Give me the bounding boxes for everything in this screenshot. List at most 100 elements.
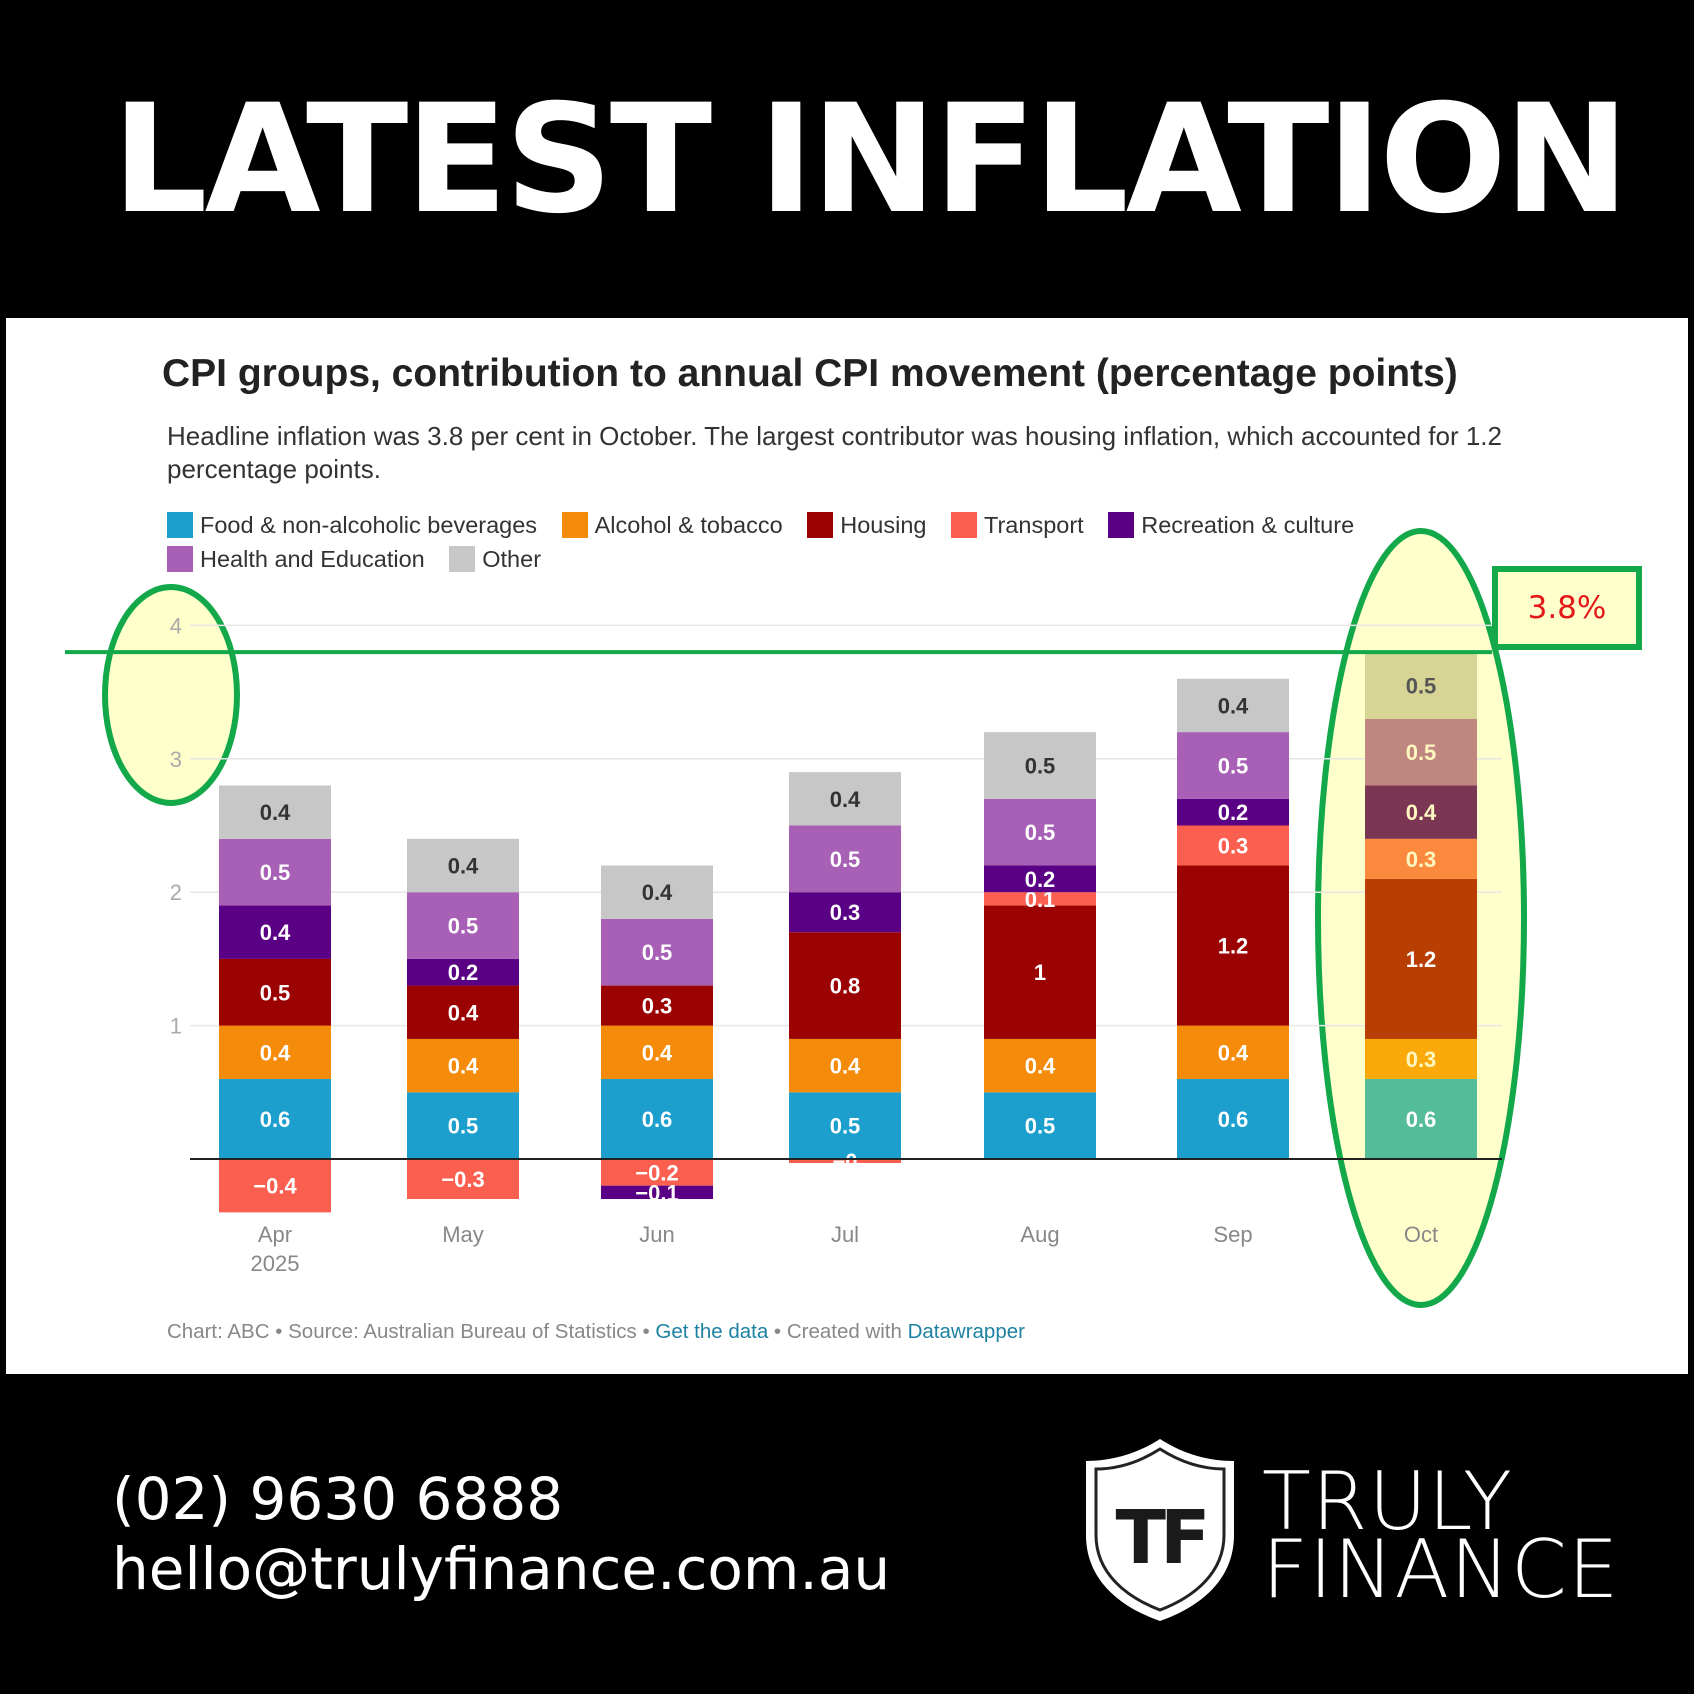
bar-value-label: 1.2 — [1406, 947, 1437, 972]
bar-segment — [219, 958, 331, 1026]
bar-segment — [984, 865, 1096, 893]
legend-item: Alcohol & tobacco — [561, 508, 783, 542]
bar-value-label: 0.3 — [1406, 847, 1437, 872]
logo-monogram: TF — [1115, 1495, 1204, 1581]
bar-segment — [984, 905, 1096, 1039]
truly-finance-shield-logo: TF — [1086, 1439, 1234, 1621]
bar-segment — [1365, 718, 1477, 786]
bar-value-label: 0.5 — [1025, 820, 1056, 845]
bar-value-label: 0.5 — [1218, 753, 1249, 778]
legend-label: Food & non-alcoholic beverages — [200, 512, 538, 538]
x-tick-label: 2025 — [251, 1251, 300, 1276]
bar-value-label: 0.4 — [1218, 1040, 1249, 1065]
bar-value-label: 0.2 — [1025, 867, 1056, 892]
legend-label: Transport — [984, 512, 1084, 538]
bar-value-label: 0.2 — [1218, 800, 1249, 825]
bar-value-label: 0.6 — [642, 1107, 673, 1132]
chart-credits: Chart: ABC • Source: Australian Bureau o… — [167, 1320, 1025, 1344]
bar-value-label: −0.4 — [253, 1174, 297, 1199]
bar-segment — [219, 838, 331, 906]
y-tick-label: 2 — [170, 880, 182, 905]
bar-segment — [789, 1092, 901, 1159]
bar-value-label: 1 — [1034, 960, 1046, 985]
bar-segment — [601, 865, 713, 919]
bar-segment — [601, 918, 713, 986]
credit-separator: • — [636, 1320, 656, 1343]
bar-segment — [601, 1185, 713, 1200]
bar-value-label: 0.4 — [1025, 1054, 1056, 1079]
legend-swatch — [561, 512, 588, 538]
credit-chart: Chart: ABC — [167, 1320, 270, 1343]
legend-item: Other — [449, 542, 541, 576]
bar-value-label: 0.5 — [448, 1114, 479, 1139]
bar-value-label: 0.4 — [830, 1054, 861, 1079]
x-tick-label: Jul — [831, 1222, 859, 1247]
bar-segment — [789, 772, 901, 826]
bar-segment — [407, 1159, 519, 1200]
bar-segment — [1365, 878, 1477, 1039]
legend-label: Alcohol & tobacco — [594, 512, 783, 538]
bar-segment — [984, 1092, 1096, 1159]
x-tick-label: May — [442, 1222, 484, 1247]
bar-value-label: 0.5 — [1025, 1114, 1056, 1139]
bar-value-label: 0.8 — [830, 974, 861, 999]
bar-segment — [789, 1038, 901, 1093]
bar-segment — [219, 1078, 331, 1159]
legend-label: Housing — [840, 512, 927, 538]
bar-value-label: −0.3 — [441, 1167, 484, 1192]
bar-value-label: 0.3 — [1218, 834, 1249, 859]
bar-value-label: −0.2 — [635, 1160, 678, 1185]
headline: LATEST INFLATION — [112, 73, 1629, 247]
legend-item: Food & non-alcoholic beverages — [167, 508, 537, 542]
contact-phone[interactable]: (02) 9630 6888 — [112, 1465, 564, 1533]
bar-segment — [1177, 732, 1289, 799]
headline-rate-callout: 3.8% — [1492, 566, 1642, 650]
bar-value-label: 0.2 — [448, 960, 479, 985]
credit-created: Created with — [786, 1320, 908, 1343]
bar-value-label: 0.4 — [830, 787, 861, 812]
bar-value-label: 0.4 — [448, 854, 479, 879]
bar-segment — [407, 838, 519, 893]
bar-segment — [1177, 798, 1289, 826]
bar-value-label: 0.4 — [642, 880, 673, 905]
datawrapper-link[interactable]: Datawrapper — [907, 1320, 1025, 1343]
legend-item: Housing — [807, 508, 926, 542]
chart-subtitle: Headline inflation was 3.8 per cent in O… — [167, 421, 1502, 484]
get-the-data-link[interactable]: Get the data — [655, 1320, 769, 1343]
bar-value-label: 0.5 — [830, 1114, 861, 1139]
bar-value-label: 0.5 — [260, 860, 291, 885]
bar-segment — [789, 892, 901, 933]
bar-segment — [219, 1025, 331, 1079]
bar-value-label: 0.5 — [1406, 673, 1437, 698]
bar-value-label: 0.4 — [1406, 800, 1437, 825]
legend-swatch — [167, 546, 193, 572]
bar-segment — [601, 1025, 713, 1079]
y-tick-label: 1 — [170, 1014, 182, 1039]
bar-value-label: 0.3 — [642, 994, 673, 1019]
bar-segment — [407, 1092, 519, 1159]
bar-value-label: 1.2 — [1218, 934, 1249, 959]
bar-value-label: 0.6 — [260, 1107, 291, 1132]
x-tick-label: Sep — [1213, 1222, 1252, 1247]
legend-swatch — [167, 512, 193, 538]
logo-word-finance: FINANCE — [1262, 1523, 1620, 1616]
bar-segment — [984, 732, 1096, 799]
chart-legend: Food & non-alcoholic beverages Alcohol &… — [167, 508, 1517, 576]
bar-value-label: 0.3 — [830, 900, 861, 925]
bar-value-label: 0.5 — [1025, 753, 1056, 778]
bar-value-label: 0.4 — [1218, 693, 1249, 718]
x-tick-label: Oct — [1404, 1222, 1438, 1247]
legend-swatch — [951, 512, 977, 538]
bar-segment — [984, 1038, 1096, 1093]
bar-segment — [1177, 1078, 1289, 1159]
x-tick-label: Jun — [639, 1222, 674, 1247]
bar-value-label: 0.6 — [1218, 1107, 1249, 1132]
bar-value-label: 0.5 — [830, 847, 861, 872]
bar-segment — [1177, 678, 1289, 733]
legend-item: Recreation & culture — [1108, 508, 1354, 542]
legend-item: Health and Education — [167, 542, 425, 576]
bar-segment — [1365, 652, 1477, 719]
contact-email[interactable]: hello@trulyfinance.com.au — [112, 1535, 891, 1603]
bar-segment — [789, 1159, 901, 1164]
